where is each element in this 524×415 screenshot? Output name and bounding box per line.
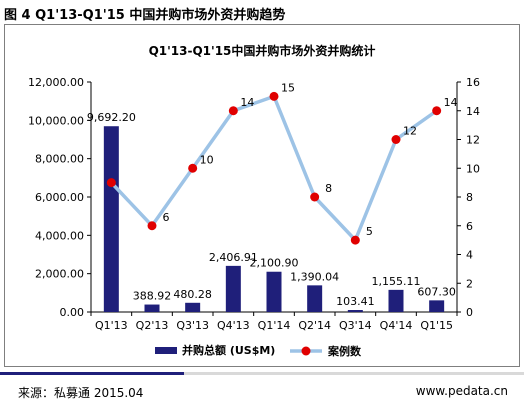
bar-data-label: 9,692.20 (87, 111, 136, 124)
bar (347, 310, 363, 312)
bar-data-label: 607.30 (417, 285, 456, 298)
x-tick-label: Q2'14 (298, 319, 331, 332)
line-data-label: 14 (444, 96, 458, 109)
chart-frame (4, 24, 520, 367)
left-tick-label: 12,000.00 (28, 76, 84, 89)
right-tick-label: 4 (466, 249, 473, 262)
bar (266, 271, 282, 312)
line-data-label: 6 (163, 211, 170, 224)
bar (103, 126, 119, 312)
bar (225, 265, 241, 312)
bar (388, 289, 404, 312)
line-point (269, 91, 279, 101)
line-data-label: 12 (403, 125, 417, 138)
combo-chart: Q1'13-Q1'15中国并购市场外资并购统计 0.00 2,000.00 4,00… (28, 43, 480, 358)
x-tick-label: Q4'14 (380, 319, 413, 332)
bar (144, 304, 160, 312)
line-point (391, 135, 401, 144)
line-point (147, 221, 157, 231)
line-point (350, 235, 360, 245)
x-tick-label: Q1'14 (258, 319, 291, 332)
bar (307, 285, 323, 312)
figure-title: 图 4 Q1'13-Q1'15 中国并购市场外资并购趋势 (4, 8, 286, 23)
line-point (228, 106, 238, 116)
line-data-label: 10 (200, 153, 214, 166)
legend-bar-label: 并购总额 (US$M) (182, 343, 275, 357)
bar-data-label: 2,406.91 (209, 251, 258, 264)
left-tick-label: 2,000.00 (35, 268, 84, 281)
line-data-label: 15 (281, 81, 295, 94)
x-tick-label: Q1'13 (95, 319, 128, 332)
legend-bar-swatch (155, 347, 177, 354)
x-tick-label: Q4'13 (217, 319, 250, 332)
bar-data-label: 2,100.90 (250, 257, 299, 270)
chart-title: Q1'13-Q1'15中国并购市场外资并购统计 (149, 43, 376, 58)
line-point (432, 106, 442, 116)
right-tick-label: 16 (466, 76, 480, 89)
right-tick-label: 12 (466, 134, 480, 147)
right-tick-label: 8 (466, 191, 473, 204)
line-data-label: 8 (325, 182, 332, 195)
line-point (310, 192, 320, 202)
source-note: 来源：私募通 2015.04 (18, 386, 144, 400)
bar-data-label: 1,155.11 (372, 275, 421, 288)
left-tick-label: 8,000.00 (35, 153, 84, 166)
right-tick-label: 14 (466, 105, 480, 118)
line-data-label: 5 (366, 225, 373, 238)
left-tick-label: 10,000.00 (28, 114, 84, 127)
left-tick-label: 0.00 (60, 306, 85, 319)
line-point (106, 178, 116, 188)
footer-divider (0, 372, 524, 375)
bar (429, 300, 445, 312)
website-credit: www.pedata.cn (415, 384, 508, 398)
bar (185, 302, 201, 312)
right-tick-label: 10 (466, 162, 480, 175)
x-tick-label: Q1'15 (420, 319, 453, 332)
bar-data-label: 103.41 (336, 295, 375, 308)
line-data-label: 14 (240, 96, 254, 109)
right-tick-label: 0 (466, 306, 473, 319)
right-tick-label: 2 (466, 277, 473, 290)
legend: 并购总额 (US$M) 案例数 (155, 343, 362, 358)
right-tick-label: 6 (466, 220, 473, 233)
legend-line-marker (301, 346, 311, 356)
footer-divider-accent (0, 372, 184, 375)
bar-data-label: 1,390.04 (290, 270, 339, 283)
legend-line-label: 案例数 (327, 344, 362, 358)
left-tick-label: 6,000.00 (35, 191, 84, 204)
x-tick-label: Q3'14 (339, 319, 372, 332)
line-point (188, 163, 198, 173)
x-tick-label: Q2'13 (136, 319, 169, 332)
bar-data-label: 480.28 (173, 288, 212, 301)
x-tick-label: Q3'13 (176, 319, 209, 332)
bar-data-label: 388.92 (133, 290, 172, 303)
line-series-path (110, 94, 438, 242)
left-tick-label: 4,000.00 (35, 229, 84, 242)
